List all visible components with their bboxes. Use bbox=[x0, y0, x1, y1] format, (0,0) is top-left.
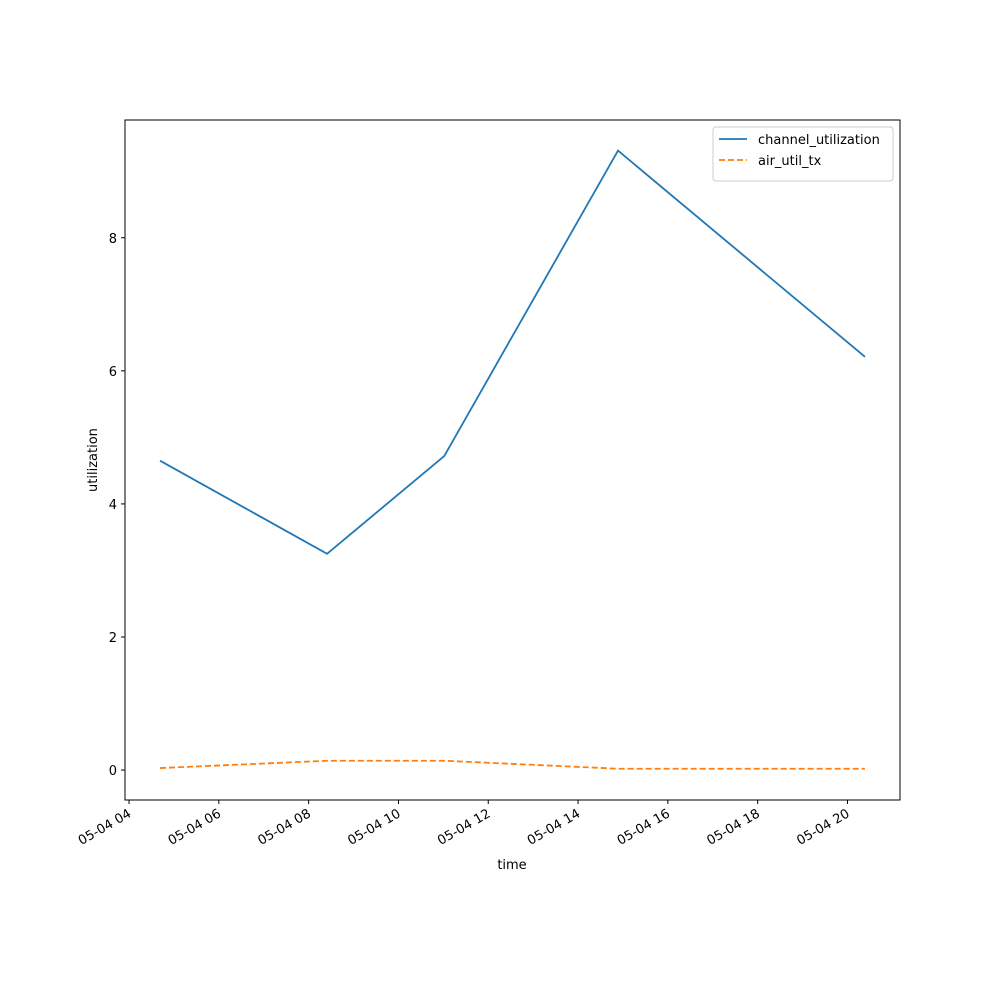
legend-box bbox=[712, 126, 894, 182]
y-tick-label: 8 bbox=[109, 232, 117, 247]
plot-frame bbox=[124, 119, 901, 801]
x-axis-label: time bbox=[497, 858, 526, 873]
legend: channel_utilization air_util_tx bbox=[712, 126, 894, 182]
y-tick-label: 2 bbox=[109, 631, 117, 646]
series-line bbox=[159, 149, 866, 555]
y-axis-label: utilization bbox=[86, 428, 101, 492]
legend-label: channel_utilization bbox=[758, 133, 880, 148]
y-tick-label: 6 bbox=[109, 365, 117, 380]
legend-label: air_util_tx bbox=[758, 154, 822, 169]
y-tick-label: 4 bbox=[109, 498, 117, 513]
y-tick-label: 0 bbox=[109, 764, 117, 779]
series-line bbox=[159, 759, 865, 770]
